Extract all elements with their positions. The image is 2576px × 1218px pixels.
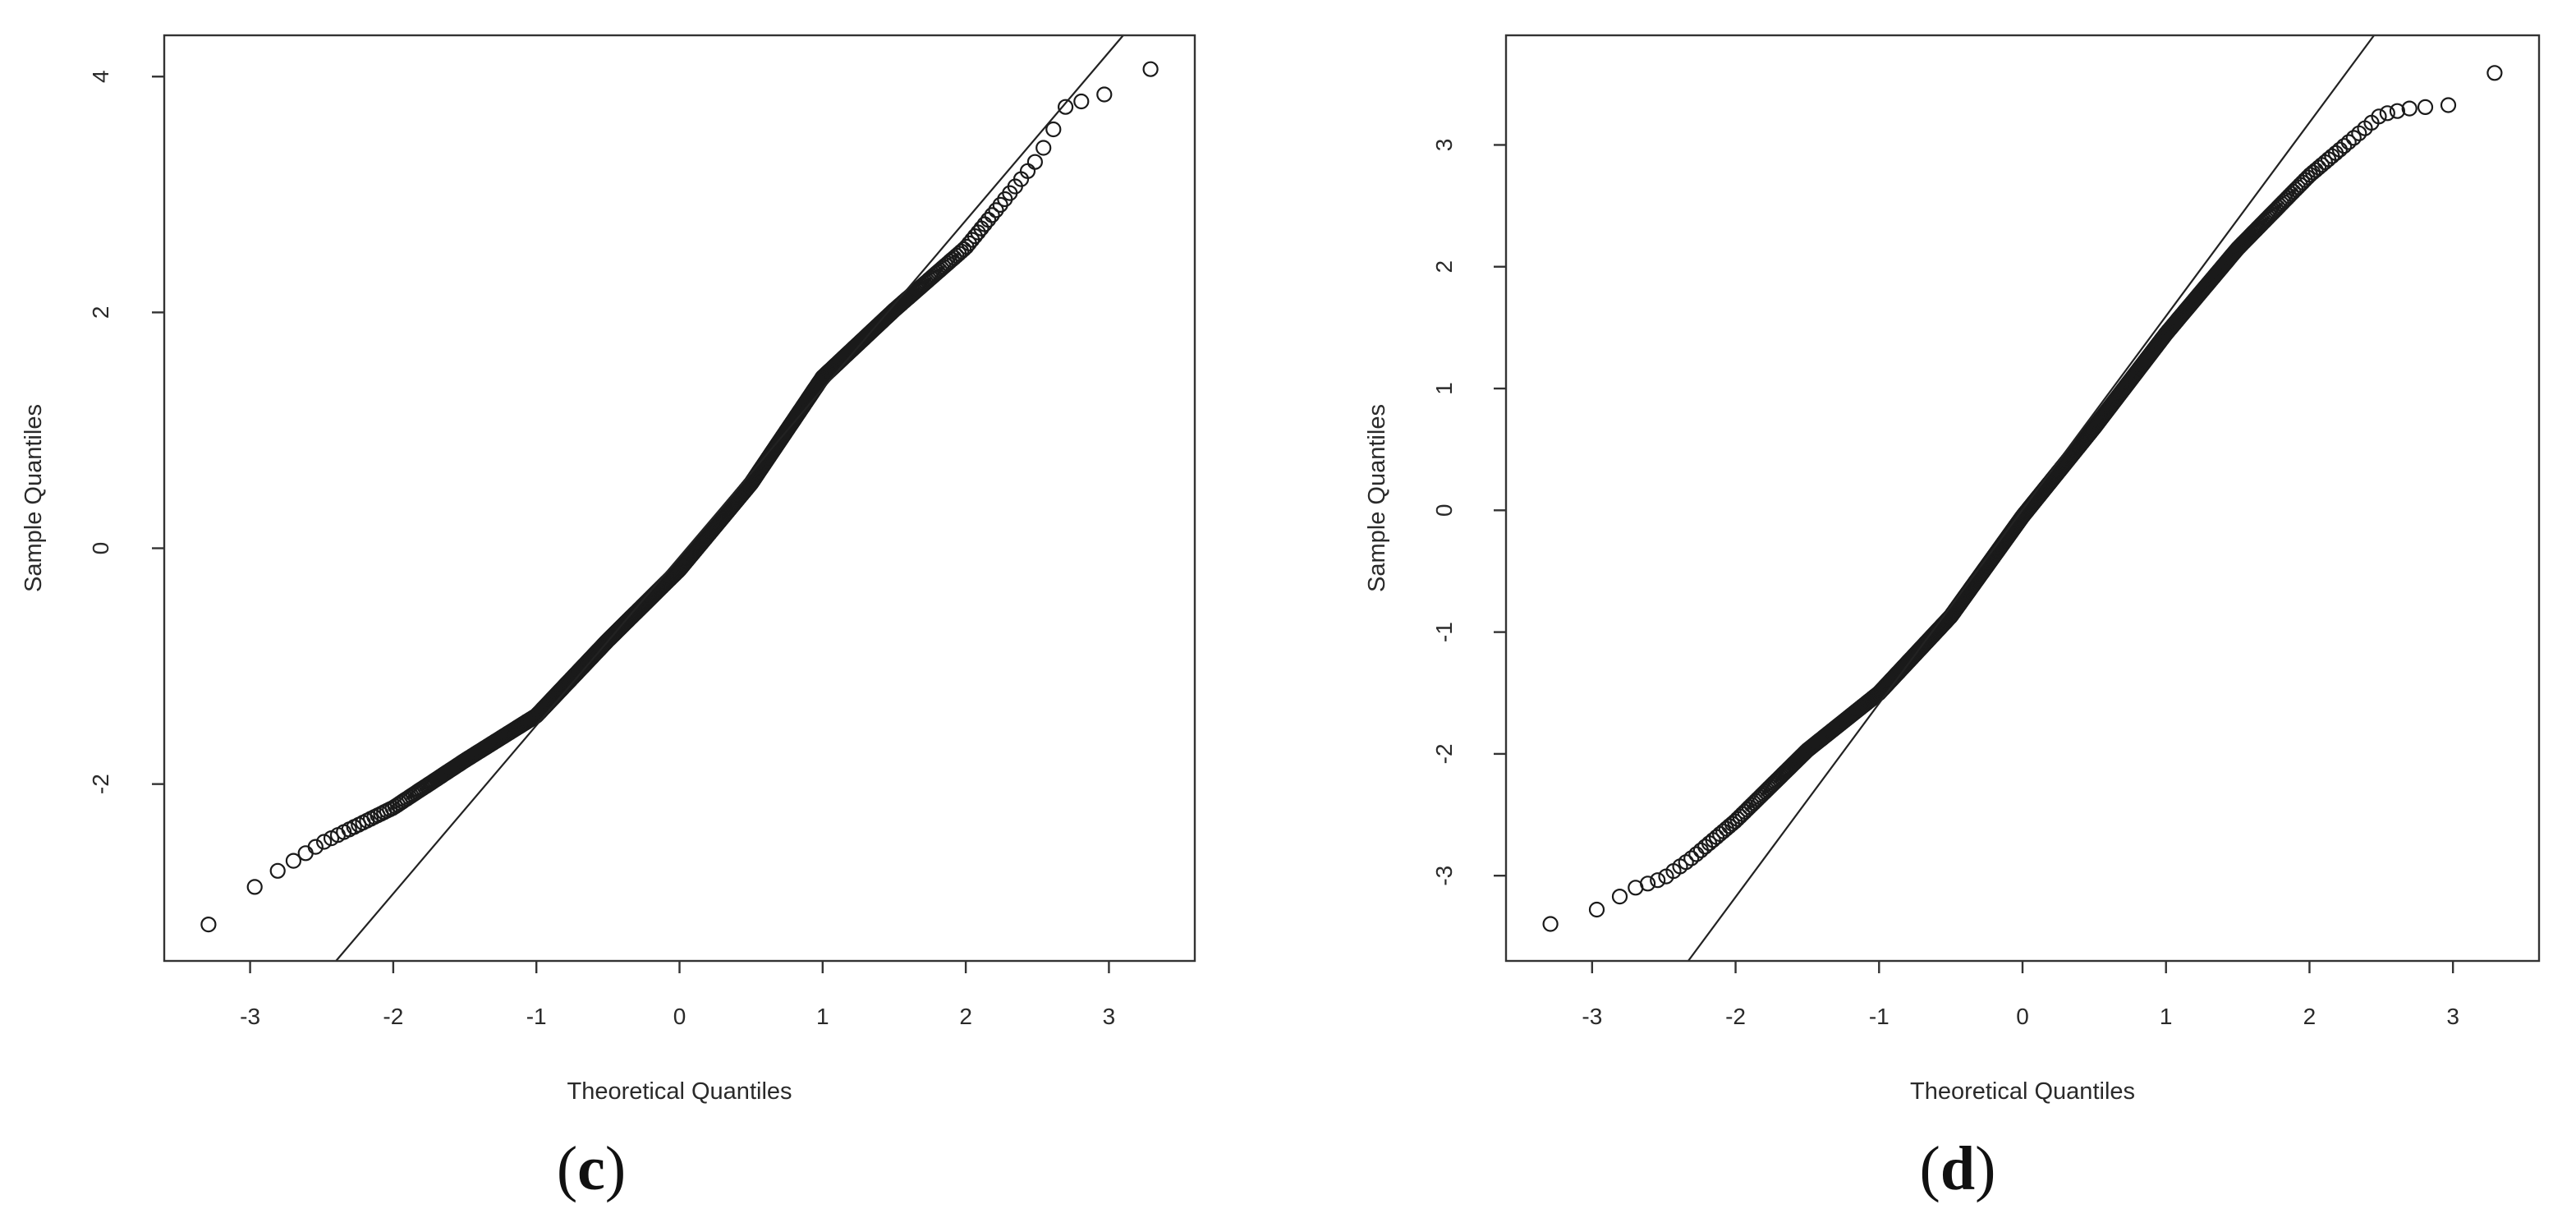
panel-label-close-paren: ) xyxy=(1975,1134,1995,1203)
data-point xyxy=(1142,61,1159,77)
y-tick-label: 3 xyxy=(1431,139,1457,152)
qq-plot-panel-c: -3 -2 -1 0 1 2 3 -2 0 2 4 Theoretical Quantiles S… xyxy=(21,34,1196,1203)
x-axis: -3 -2 -1 0 1 2 3 xyxy=(240,961,1115,1029)
data-point xyxy=(2340,134,2357,150)
x-tick-label: -2 xyxy=(1725,1004,1746,1029)
y-tick-label: -3 xyxy=(1431,866,1457,886)
data-point xyxy=(2275,194,2292,210)
data-point xyxy=(1542,916,1559,932)
reference-line xyxy=(1687,34,2375,962)
data-point xyxy=(1639,876,1656,892)
data-point xyxy=(1683,850,1700,866)
x-tick-label: 2 xyxy=(2303,1004,2317,1029)
y-tick-label: -1 xyxy=(1431,622,1457,642)
x-tick-label: 0 xyxy=(673,1004,686,1029)
data-point xyxy=(1588,901,1605,918)
panel-label-close-paren: ) xyxy=(605,1134,626,1203)
panel-label: (d) xyxy=(1920,1134,1996,1203)
x-tick-label: -1 xyxy=(526,1004,547,1029)
data-point xyxy=(2486,65,2503,81)
y-tick-label: 4 xyxy=(88,70,113,83)
data-point xyxy=(285,853,301,869)
x-tick-label: 0 xyxy=(2016,1004,2029,1029)
panel-label-letter: d xyxy=(1940,1134,1975,1203)
data-point xyxy=(2345,130,2362,146)
data-point xyxy=(307,839,324,855)
y-tick-label: 2 xyxy=(88,306,113,319)
data-point xyxy=(980,212,997,228)
data-point xyxy=(1073,93,1090,110)
x-tick-label: -3 xyxy=(240,1004,260,1029)
x-axis-label: Theoretical Quantiles xyxy=(567,1078,792,1105)
data-point xyxy=(2440,97,2457,113)
data-point xyxy=(2401,100,2418,117)
panel-label-open-paren: ( xyxy=(1920,1134,1940,1203)
data-point xyxy=(2336,138,2353,154)
x-axis-label: Theoretical Quantiles xyxy=(1910,1078,2135,1105)
y-tick-label: 0 xyxy=(88,542,113,555)
y-tick-label: 1 xyxy=(1431,382,1457,395)
y-axis-label: Sample Quantiles xyxy=(21,404,47,592)
y-tick-label: 2 xyxy=(1431,260,1457,273)
y-axis-label: Sample Quantiles xyxy=(1364,404,1390,592)
data-point xyxy=(1650,872,1666,889)
data-point xyxy=(984,207,1000,223)
data-point xyxy=(2417,99,2434,115)
data-point xyxy=(2379,105,2395,122)
x-axis: -3 -2 -1 0 1 2 3 xyxy=(1582,961,2459,1029)
x-tick-label: 3 xyxy=(1103,1004,1116,1029)
data-point xyxy=(1035,140,1052,156)
y-tick-label: 0 xyxy=(1431,504,1457,517)
panel-label: (c) xyxy=(557,1134,626,1203)
x-tick-label: 3 xyxy=(2446,1004,2459,1029)
data-point xyxy=(1096,86,1113,103)
y-axis: -2 0 2 4 xyxy=(88,70,164,794)
data-point xyxy=(2389,103,2405,119)
y-tick-label: -2 xyxy=(1431,743,1457,764)
x-tick-label: 2 xyxy=(959,1004,972,1029)
data-point xyxy=(2371,108,2387,125)
qq-plot-panel-d: -3 -2 -1 0 1 2 3 -3 -2 -1 0 1 2 3 Theoretical Quanti… xyxy=(1364,34,2541,1203)
data-point xyxy=(1045,121,1062,138)
x-tick-label: -1 xyxy=(1869,1004,1890,1029)
x-tick-label: -2 xyxy=(383,1004,403,1029)
data-point xyxy=(953,243,970,260)
x-tick-label: 1 xyxy=(816,1004,829,1029)
data-point xyxy=(246,879,263,895)
y-axis: -3 -2 -1 0 1 2 3 xyxy=(1431,139,1506,886)
data-point xyxy=(269,862,286,879)
x-tick-label: 1 xyxy=(2160,1004,2173,1029)
data-point xyxy=(316,834,333,850)
x-tick-label: -3 xyxy=(1582,1004,1602,1029)
data-point xyxy=(988,202,1004,218)
panel-label-open-paren: ( xyxy=(557,1134,577,1203)
data-point xyxy=(1057,99,1074,115)
data-point xyxy=(200,916,217,933)
data-point xyxy=(1611,888,1628,905)
data-point xyxy=(1026,154,1044,170)
reference-line xyxy=(335,34,1124,962)
panel-label-letter: c xyxy=(577,1134,605,1203)
y-tick-label: -2 xyxy=(88,774,113,794)
